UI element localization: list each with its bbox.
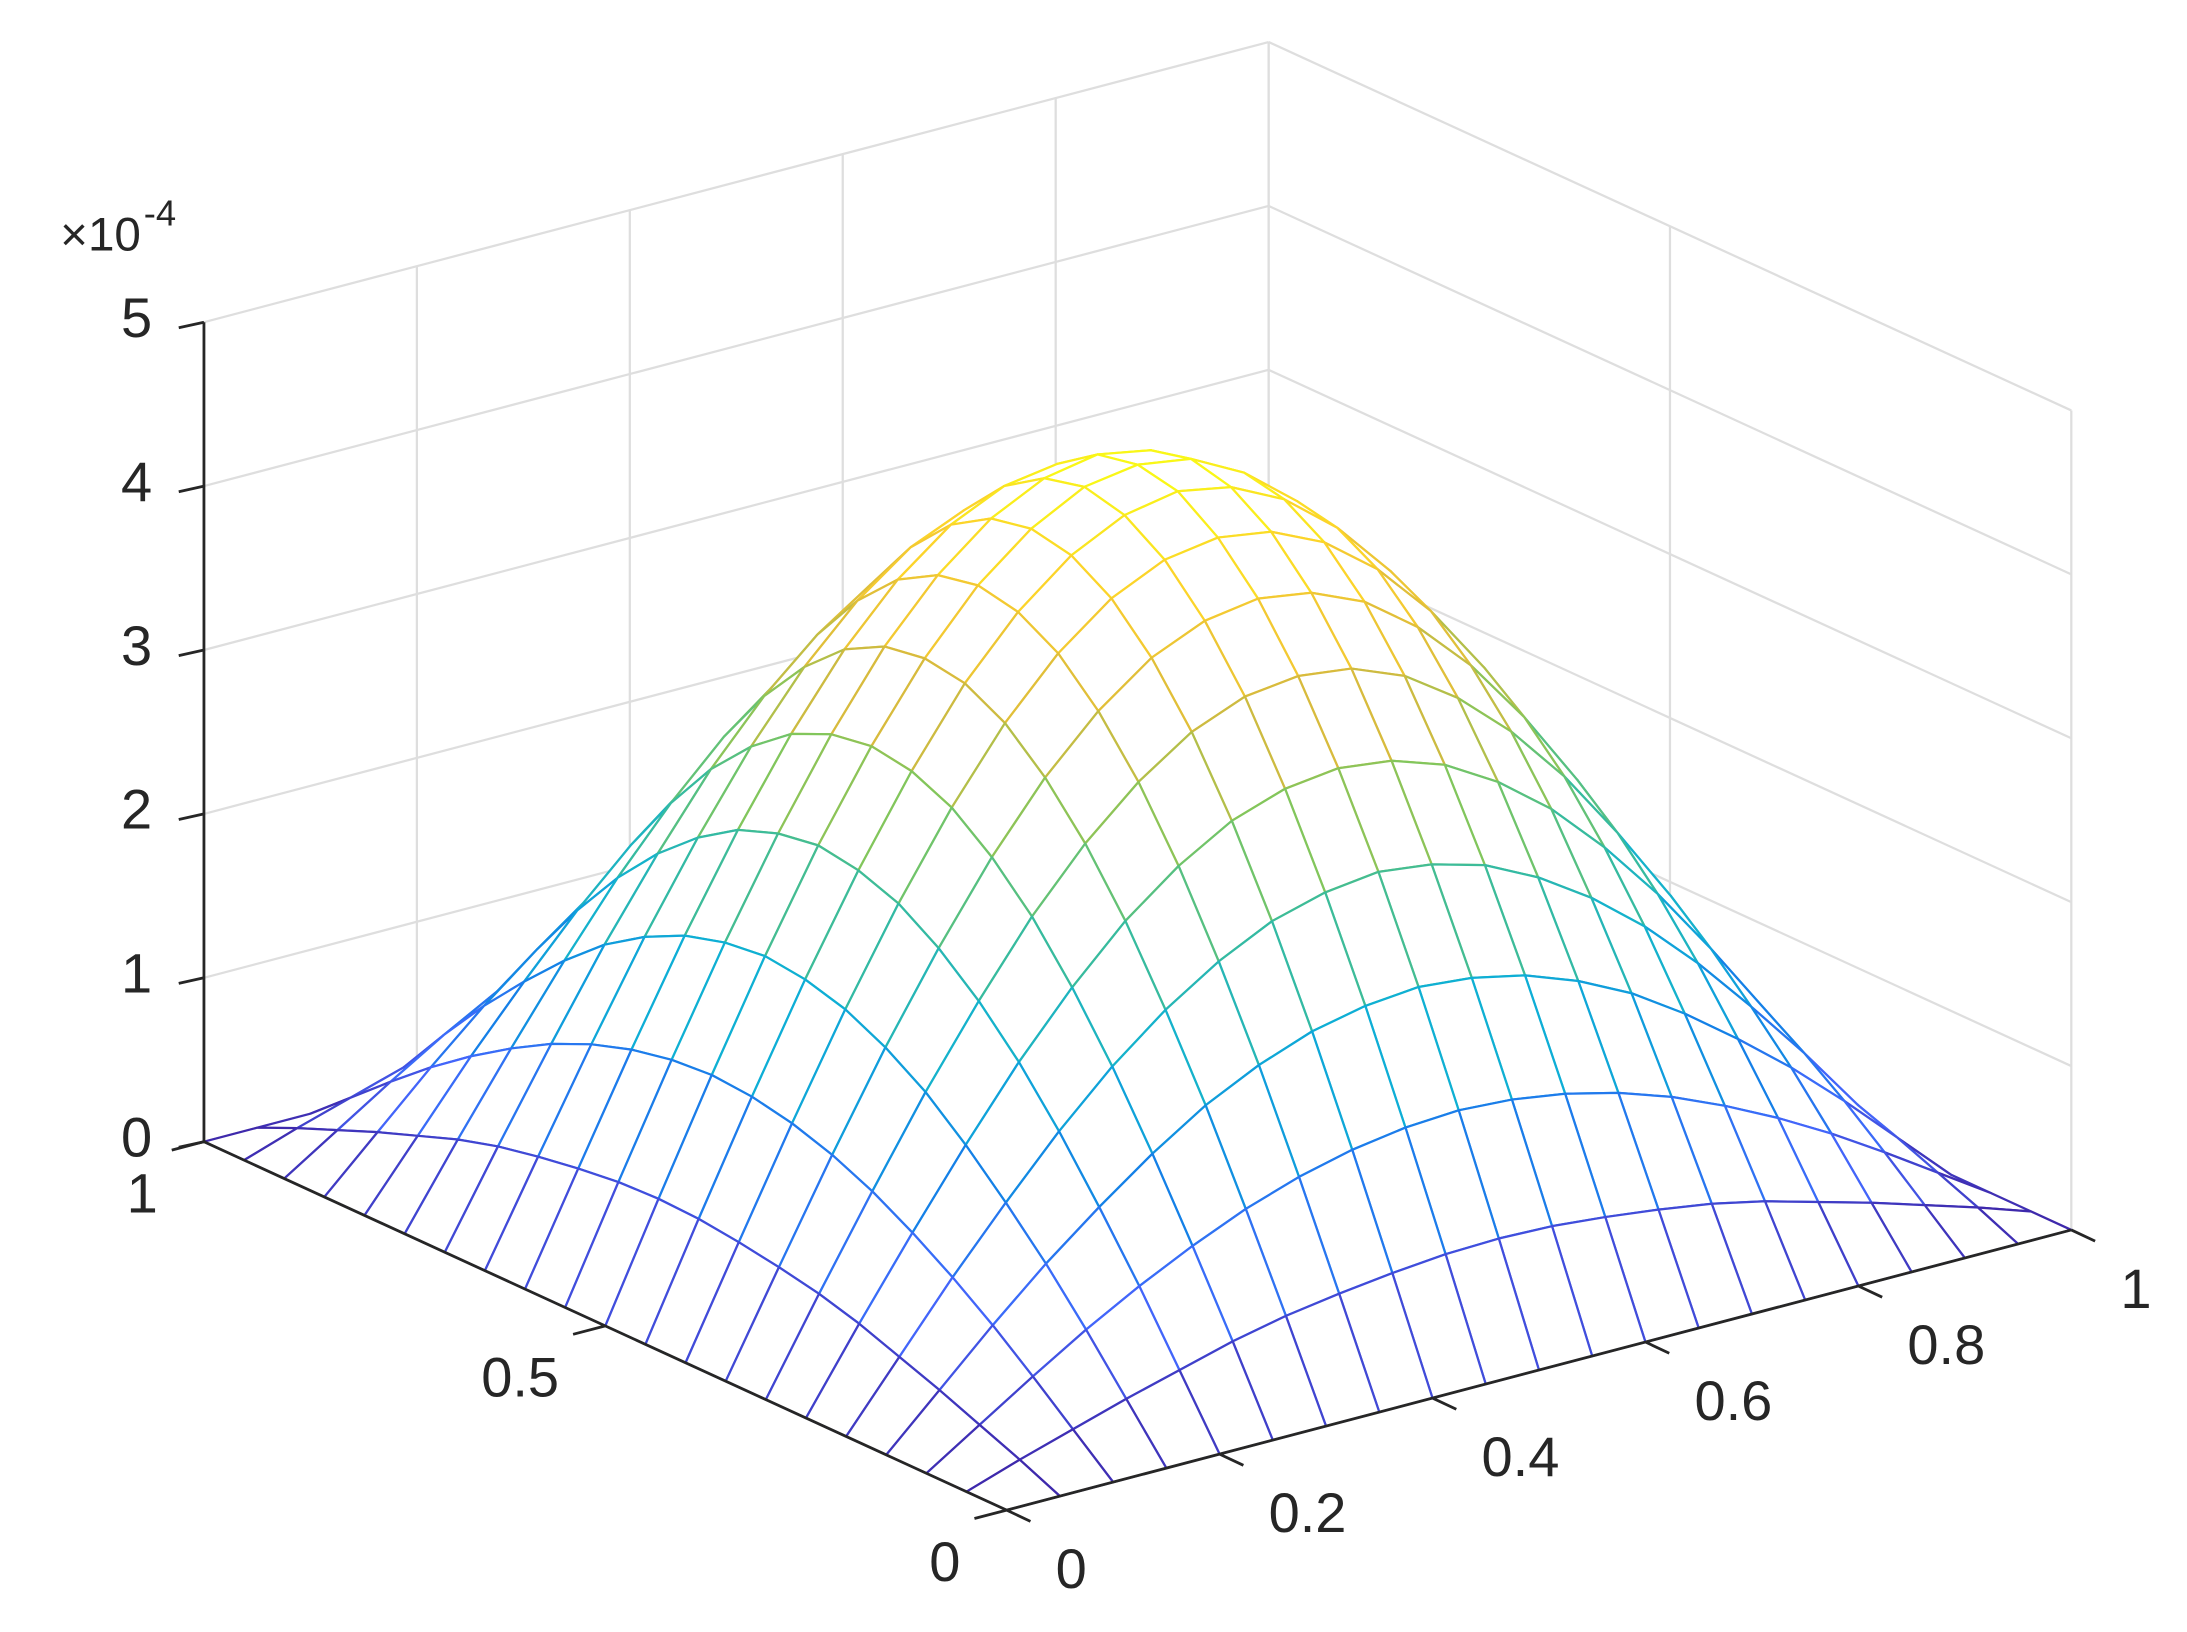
x-tick bbox=[1644, 1340, 1670, 1355]
grid-line bbox=[203, 204, 1269, 488]
y-tick-label: 0 bbox=[929, 1530, 960, 1593]
z-tick bbox=[178, 320, 205, 330]
mesh-surface bbox=[202, 449, 2073, 1512]
z-tick bbox=[178, 812, 205, 821]
x-tick bbox=[1218, 1452, 1244, 1467]
x-tick bbox=[2070, 1228, 2096, 1243]
y-tick bbox=[974, 1508, 1008, 1520]
z-tick-label: 4 bbox=[121, 450, 152, 513]
z-tick-label: 1 bbox=[121, 942, 152, 1005]
x-tick bbox=[1857, 1284, 1883, 1299]
x-tick-label: 0.6 bbox=[1694, 1369, 1772, 1432]
y-tick bbox=[171, 1140, 205, 1152]
grid-line bbox=[1268, 368, 2072, 740]
z-tick-label: 0 bbox=[121, 1105, 152, 1168]
x-tick-label: 0.8 bbox=[1907, 1313, 1985, 1376]
z-tick-label: 5 bbox=[121, 286, 152, 349]
x-axis-line bbox=[1006, 1228, 2072, 1512]
x-tick bbox=[1006, 1508, 1032, 1523]
z-multiplier-exponent: -4 bbox=[144, 192, 176, 233]
x-tick-label: 0 bbox=[1056, 1537, 1087, 1600]
x-tick bbox=[1431, 1396, 1457, 1411]
x-tick-label: 1 bbox=[2120, 1257, 2151, 1320]
z-tick bbox=[178, 484, 205, 494]
y-tick-label: 1 bbox=[127, 1162, 158, 1225]
x-tick-label: 0.4 bbox=[1482, 1425, 1560, 1488]
y-tick-label: 0.5 bbox=[481, 1346, 559, 1409]
grid-line bbox=[203, 40, 1269, 324]
grid-line bbox=[203, 368, 1269, 652]
z-multiplier-base: ×10 bbox=[60, 209, 141, 262]
z-tick-label: 2 bbox=[121, 778, 152, 841]
z-tick bbox=[178, 648, 205, 657]
y-tick bbox=[572, 1324, 606, 1336]
z-tick bbox=[178, 976, 205, 985]
z-tick-label: 3 bbox=[121, 614, 152, 677]
x-tick-label: 0.2 bbox=[1269, 1481, 1347, 1544]
grid-line bbox=[1268, 41, 2072, 412]
grid-line bbox=[1268, 204, 2072, 576]
